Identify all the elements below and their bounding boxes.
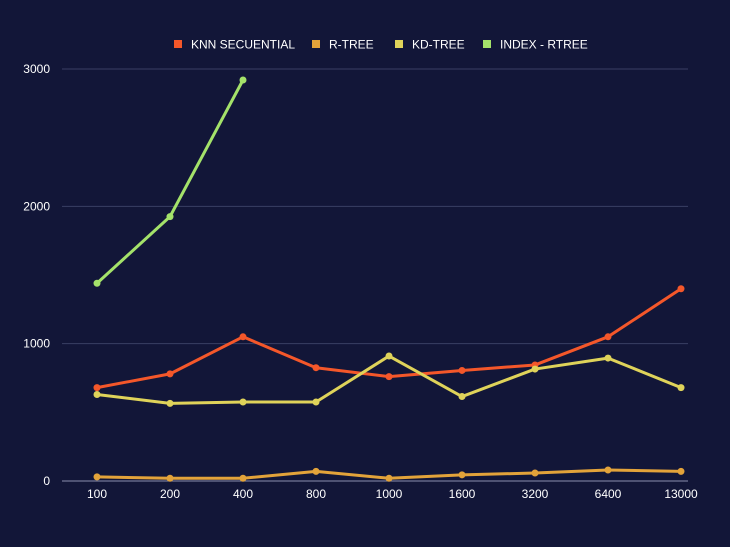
- series-2: [93, 352, 685, 407]
- data-point[interactable]: [93, 473, 101, 481]
- data-point[interactable]: [93, 384, 101, 392]
- data-point[interactable]: [604, 333, 612, 341]
- data-point[interactable]: [385, 373, 393, 381]
- x-tick-label: 100: [87, 487, 107, 501]
- data-point[interactable]: [166, 370, 174, 378]
- legend-label: R-TREE: [329, 38, 374, 52]
- y-axis-ticks: 0 1000 2000 3000: [23, 62, 50, 488]
- data-point[interactable]: [677, 384, 685, 392]
- data-point[interactable]: [166, 474, 174, 482]
- data-point[interactable]: [166, 399, 174, 407]
- y-tick-label: 0: [43, 474, 50, 488]
- legend-swatch: [174, 40, 182, 48]
- data-point[interactable]: [385, 474, 393, 482]
- data-point[interactable]: [458, 393, 466, 401]
- legend-item[interactable]: INDEX - RTREE: [483, 38, 588, 52]
- data-point[interactable]: [312, 364, 320, 372]
- x-axis-ticks: 100 200 400 800 1000 1600 3200 6400 13000: [87, 487, 698, 501]
- series-line: [95, 287, 683, 390]
- data-point[interactable]: [239, 333, 247, 341]
- legend-item[interactable]: KNN SECUENTIAL: [174, 38, 295, 52]
- data-point[interactable]: [385, 352, 393, 360]
- x-tick-label: 13000: [664, 487, 698, 501]
- series-3: [93, 76, 247, 287]
- data-point[interactable]: [458, 471, 466, 479]
- data-point[interactable]: [166, 213, 174, 221]
- legend: KNN SECUENTIAL R-TREE KD-TREE INDEX - RTREE: [174, 38, 588, 52]
- legend-swatch: [483, 40, 491, 48]
- legend-label: KNN SECUENTIAL: [191, 38, 295, 52]
- y-tick-label: 2000: [23, 199, 50, 213]
- data-point[interactable]: [604, 466, 612, 474]
- data-point[interactable]: [458, 366, 466, 374]
- x-tick-label: 200: [160, 487, 180, 501]
- series-0: [93, 285, 685, 392]
- legend-label: KD-TREE: [412, 38, 465, 52]
- data-point[interactable]: [93, 279, 101, 287]
- data-point[interactable]: [531, 469, 539, 477]
- grid-lines: [62, 68, 688, 482]
- data-point[interactable]: [239, 398, 247, 406]
- data-point[interactable]: [312, 467, 320, 475]
- x-tick-label: 1600: [449, 487, 476, 501]
- x-tick-label: 6400: [595, 487, 622, 501]
- legend-swatch: [395, 40, 403, 48]
- legend-label: INDEX - RTREE: [500, 38, 588, 52]
- x-tick-label: 1000: [376, 487, 403, 501]
- legend-item[interactable]: KD-TREE: [395, 38, 465, 52]
- legend-item[interactable]: R-TREE: [312, 38, 374, 52]
- x-tick-label: 400: [233, 487, 253, 501]
- data-point[interactable]: [604, 354, 612, 362]
- series-group: [93, 76, 685, 482]
- y-tick-label: 1000: [23, 337, 50, 351]
- data-point[interactable]: [239, 474, 247, 482]
- data-point[interactable]: [531, 365, 539, 373]
- y-tick-label: 3000: [23, 62, 50, 76]
- x-tick-label: 3200: [522, 487, 549, 501]
- data-point[interactable]: [93, 390, 101, 398]
- data-point[interactable]: [677, 285, 685, 293]
- series-1: [93, 466, 685, 482]
- data-point[interactable]: [677, 467, 685, 475]
- data-point[interactable]: [312, 398, 320, 406]
- legend-swatch: [312, 40, 320, 48]
- data-point[interactable]: [239, 76, 247, 84]
- x-tick-label: 800: [306, 487, 326, 501]
- series-line: [95, 78, 245, 285]
